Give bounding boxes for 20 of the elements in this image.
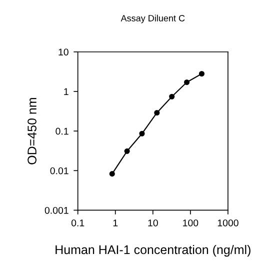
x-tick-label: 10 <box>148 219 158 226</box>
x-tick-label: 0.1 <box>71 219 84 226</box>
point <box>139 130 145 136</box>
x-tick-label: 1 <box>113 220 118 226</box>
point <box>169 94 175 100</box>
y-tick-label: 0.1 <box>56 128 68 135</box>
y-axis-title: OD=450 nm <box>28 98 36 164</box>
chart-title: Assay Diluent C <box>120 14 185 24</box>
point <box>154 110 160 116</box>
point <box>198 70 205 77</box>
x-axis-title: Human HAI-1 concentration (ng/ml) <box>56 244 250 257</box>
y-tick-label: 1 <box>64 88 68 95</box>
x-tick-label: 1000 <box>218 219 238 226</box>
y-tick-label: 0.01 <box>50 167 68 174</box>
point <box>124 148 130 154</box>
x-tick-label: 100 <box>183 219 198 226</box>
point <box>184 79 190 86</box>
y-tick-label: 0.001 <box>44 206 68 214</box>
point <box>109 171 115 177</box>
y-tick-label: 10 <box>58 48 68 56</box>
